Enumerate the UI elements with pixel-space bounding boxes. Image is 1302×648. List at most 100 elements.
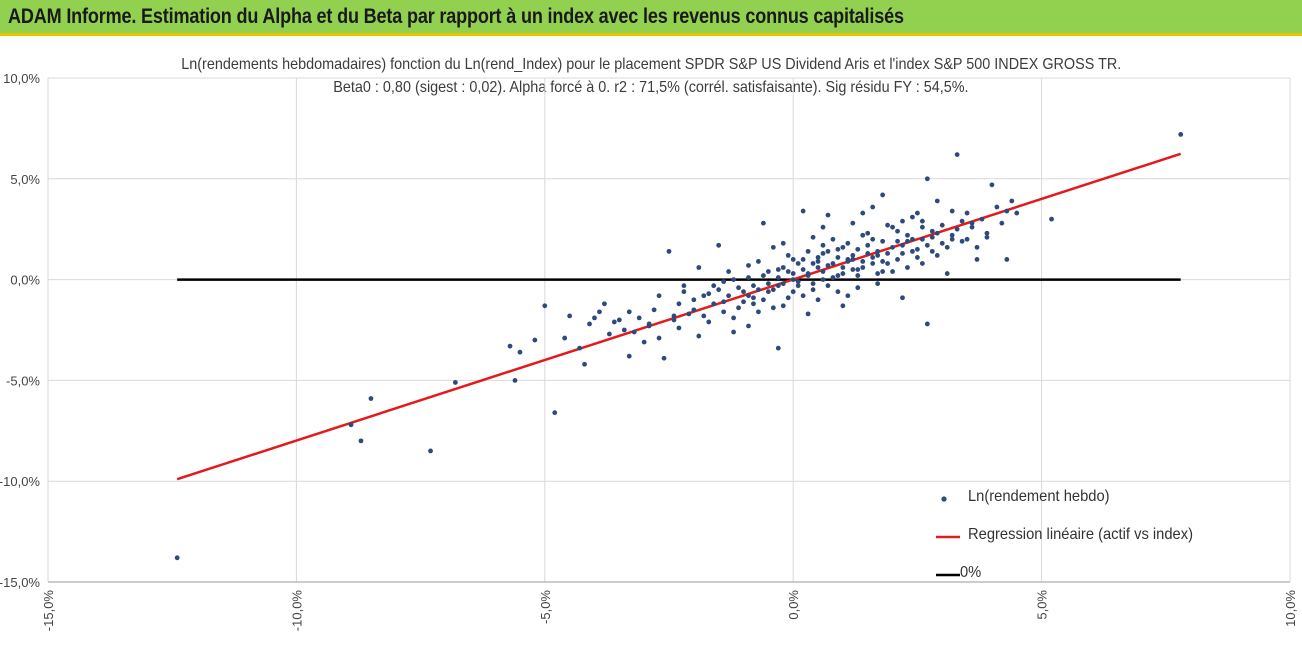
scatter-point xyxy=(746,275,751,280)
scatter-point xyxy=(810,287,816,293)
scatter-point xyxy=(587,321,592,327)
scatter-point xyxy=(974,257,980,262)
x-tick-label: 0,0% xyxy=(786,590,801,620)
scatter-point xyxy=(984,230,990,236)
scatter-point xyxy=(919,224,925,230)
scatter-point xyxy=(592,315,597,321)
scatter-point xyxy=(994,204,1000,210)
scatter-point xyxy=(820,277,826,282)
scatter-point xyxy=(731,329,736,335)
scatter-point xyxy=(880,192,886,198)
x-tick-label: -10,0% xyxy=(289,590,304,632)
scatter-point xyxy=(770,244,776,250)
scatter-point xyxy=(760,297,766,303)
scatter-point xyxy=(691,297,697,303)
scatter-point xyxy=(721,279,727,285)
scatter-point xyxy=(726,293,732,299)
scatter-point xyxy=(860,232,866,238)
scatter-point xyxy=(875,248,881,254)
scatter-point xyxy=(741,299,746,305)
scatter-point xyxy=(428,448,433,454)
scatter-point xyxy=(671,317,677,323)
scatter-point xyxy=(751,301,756,307)
scatter-point xyxy=(1049,216,1054,222)
scatter-point xyxy=(765,281,771,287)
scatter-point xyxy=(865,242,871,248)
legend-label-zero: 0% xyxy=(960,564,982,581)
scatter-point xyxy=(875,281,881,287)
scatter-point xyxy=(1014,210,1020,216)
scatter-point xyxy=(944,244,950,250)
scatter-point xyxy=(348,422,354,428)
scatter-point xyxy=(800,257,806,262)
scatter-point xyxy=(840,271,846,276)
scatter-point xyxy=(964,236,970,242)
scatter-point xyxy=(780,281,786,287)
scatter-point xyxy=(924,321,930,327)
scatter-point xyxy=(815,255,821,260)
scatter-point xyxy=(845,293,851,299)
scatter-point xyxy=(835,255,841,260)
scatter-point xyxy=(746,323,751,329)
scatter-point xyxy=(1178,132,1184,137)
scatter-point xyxy=(974,244,980,250)
scatter-point xyxy=(870,204,876,210)
scatter-point xyxy=(855,273,861,278)
scatter-point xyxy=(696,333,702,339)
scatter-point xyxy=(800,208,806,214)
scatter-point xyxy=(805,311,811,317)
scatter-point xyxy=(840,244,846,250)
scatter-point xyxy=(731,315,736,321)
scatter-point xyxy=(567,313,573,319)
scatter-point xyxy=(706,319,712,325)
scatter-point xyxy=(905,265,910,270)
scatter-point xyxy=(731,277,736,282)
scatter-point xyxy=(815,265,821,270)
scatter-point xyxy=(785,269,791,274)
scatter-point xyxy=(532,337,538,343)
scatter-point xyxy=(651,307,657,313)
scatter-point xyxy=(984,234,990,240)
scatter-point xyxy=(885,250,890,256)
scatter-point xyxy=(621,327,627,333)
scatter-point xyxy=(562,335,568,341)
scatter-point xyxy=(780,265,786,270)
scatter-point xyxy=(636,315,642,321)
scatter-point xyxy=(1009,198,1015,204)
scatter-point xyxy=(959,218,965,224)
scatter-point xyxy=(756,309,761,315)
scatter-point xyxy=(860,265,866,270)
scatter-point xyxy=(895,257,900,262)
scatter-point xyxy=(825,212,831,218)
scatter-point xyxy=(775,345,781,351)
legend-label-regression: Regression linéaire (actif vs index) xyxy=(968,526,1193,543)
scatter-point xyxy=(934,253,940,258)
scatter-point xyxy=(691,307,697,313)
scatter-point xyxy=(840,265,846,270)
scatter-point xyxy=(830,261,836,266)
scatter-point xyxy=(860,210,866,216)
scatter-point xyxy=(850,257,856,262)
regression-line xyxy=(176,152,1182,481)
scatter-point xyxy=(934,198,940,204)
x-tick-label: -15,0% xyxy=(41,590,56,632)
scatter-point xyxy=(895,238,900,244)
scatter-point xyxy=(810,281,816,287)
scatter-point xyxy=(641,339,647,345)
scatter-point xyxy=(795,261,801,266)
scatter-plot: -15,0% -10,0% -5,0% 0,0% 5,0% 10,0% -15,0% -10,… xyxy=(0,71,1298,632)
scatter-point xyxy=(711,301,717,307)
scatter-point xyxy=(452,380,458,385)
chart-title-line1-text: Ln(rendements hebdomadaires) fonction du… xyxy=(180,56,1122,73)
scatter-point xyxy=(924,176,930,182)
legend-marker-dot xyxy=(941,496,947,502)
y-tick-label: 10,0% xyxy=(3,71,40,86)
scatter-point xyxy=(949,232,955,238)
scatter-point xyxy=(825,283,831,289)
scatter-point xyxy=(830,236,836,242)
scatter-point xyxy=(785,253,791,258)
scatter-point xyxy=(1004,208,1010,214)
scatter-point xyxy=(611,319,617,325)
y-tick-label: 0,0% xyxy=(10,273,40,288)
scatter-point xyxy=(696,265,702,270)
